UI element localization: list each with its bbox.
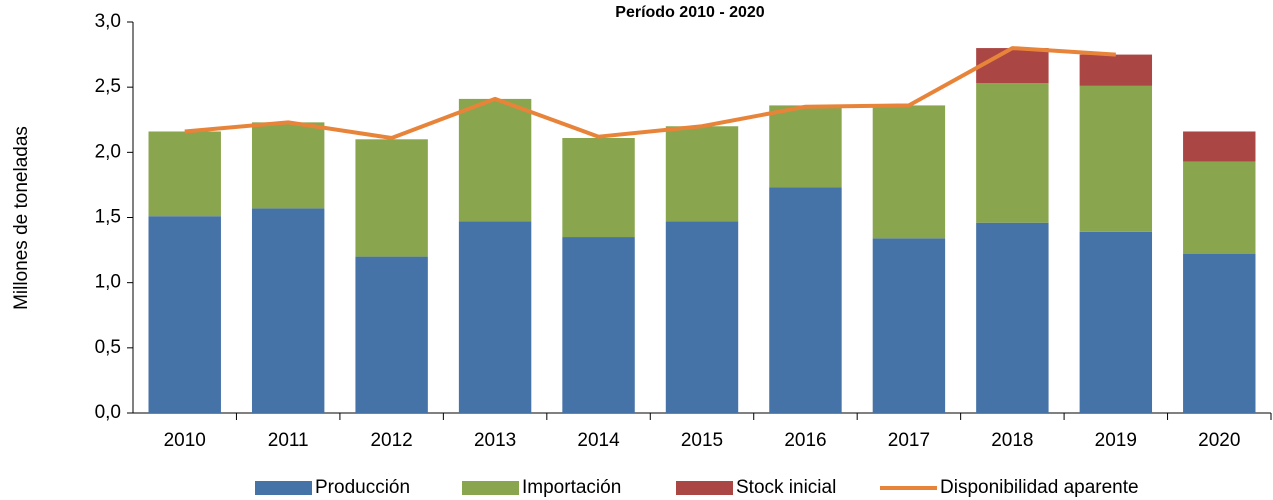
bar xyxy=(251,208,325,413)
bar xyxy=(251,122,325,209)
chart-title: Período 2010 - 2020 xyxy=(615,4,765,21)
bar xyxy=(769,105,842,188)
bar xyxy=(1079,54,1153,86)
bar xyxy=(665,221,739,413)
bar xyxy=(976,222,1049,413)
bar xyxy=(1183,161,1256,254)
bar xyxy=(148,216,221,413)
x-tick-label: 2013 xyxy=(474,430,516,451)
x-tick-label: 2010 xyxy=(164,430,206,451)
y-tick-label: 2,5 xyxy=(95,76,121,97)
bar xyxy=(1079,231,1153,413)
legend-label: Importación xyxy=(522,477,621,498)
bar xyxy=(872,105,946,239)
bar xyxy=(872,238,946,413)
bar xyxy=(562,137,635,238)
bar xyxy=(562,237,635,413)
bar xyxy=(1183,253,1256,413)
legend-label: Producción xyxy=(315,477,410,498)
x-tick-label: 2016 xyxy=(784,430,826,451)
x-tick-label: 2012 xyxy=(370,430,412,451)
x-tick-label: 2020 xyxy=(1198,430,1240,451)
bar xyxy=(458,98,532,222)
y-tick-label: 1,5 xyxy=(95,207,121,228)
bar xyxy=(769,187,842,413)
bar xyxy=(976,83,1049,223)
bar xyxy=(665,126,739,222)
bar xyxy=(976,48,1049,84)
bar xyxy=(148,131,221,217)
y-tick-label: 2,0 xyxy=(95,141,121,162)
x-tick-label: 2014 xyxy=(577,430,620,451)
bar xyxy=(1183,131,1256,162)
y-axis-label: Millones de toneladas xyxy=(11,126,32,310)
legend-label: Stock inicial xyxy=(736,477,836,498)
legend-label: Disponibilidad aparente xyxy=(940,477,1139,498)
legend-swatch xyxy=(462,481,519,495)
x-tick-label: 2017 xyxy=(888,430,930,451)
y-tick-label: 0,0 xyxy=(95,402,121,423)
bar xyxy=(355,256,428,413)
line xyxy=(184,46,1116,140)
legend-swatch xyxy=(676,481,733,495)
y-tick-label: 1,0 xyxy=(95,272,121,293)
y-tick-label: 0,5 xyxy=(95,337,121,358)
bar xyxy=(458,221,532,413)
x-tick-label: 2015 xyxy=(681,430,723,451)
x-tick-label: 2019 xyxy=(1095,430,1137,451)
x-tick-label: 2018 xyxy=(991,430,1033,451)
y-tick-label: 3,0 xyxy=(95,11,121,32)
x-tick-label: 2011 xyxy=(268,430,309,451)
legend-swatch xyxy=(255,481,312,495)
bar xyxy=(1079,85,1153,232)
bar xyxy=(355,139,428,257)
